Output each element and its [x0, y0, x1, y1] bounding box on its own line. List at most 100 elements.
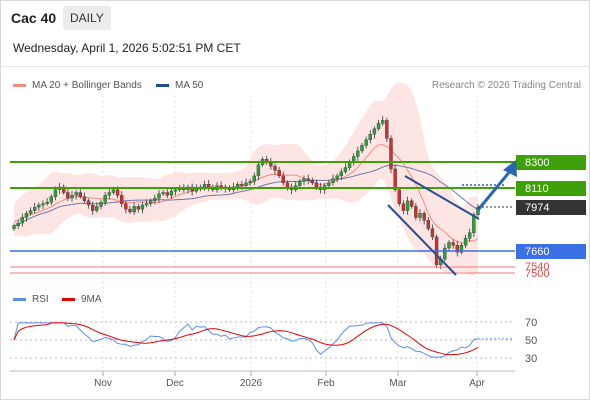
- candle-body: [455, 245, 459, 253]
- candle-body: [302, 178, 306, 182]
- candle-body: [463, 238, 468, 246]
- candle-body: [356, 150, 360, 157]
- legend-swatch: [62, 298, 75, 301]
- candle-body: [256, 164, 261, 177]
- x-tick-label: Nov: [94, 378, 112, 389]
- legend-label: MA 50: [175, 80, 204, 91]
- candle-body: [285, 182, 290, 188]
- candle-body: [273, 165, 277, 171]
- candle-body: [443, 247, 447, 260]
- candle-body: [111, 189, 116, 193]
- candle-body: [306, 178, 310, 181]
- candle-body: [140, 204, 145, 210]
- candle-body: [45, 202, 49, 204]
- candle-body: [381, 120, 385, 124]
- candle-body: [153, 197, 157, 202]
- candle-body: [335, 175, 339, 179]
- level-label-box-7974: [516, 200, 586, 215]
- candle-body: [372, 128, 377, 135]
- candle-body: [451, 242, 455, 246]
- candle-body: [115, 189, 120, 196]
- candle-body: [20, 217, 24, 224]
- candle-body: [149, 200, 153, 204]
- ma50-line: [13, 164, 479, 227]
- legend-swatch: [13, 298, 26, 301]
- legend-label: MA 20 + Bollinger Bands: [32, 80, 142, 91]
- x-tick-label: Apr: [469, 378, 485, 389]
- candle-body: [397, 189, 401, 204]
- candle-body: [169, 190, 174, 196]
- candle-body: [472, 214, 476, 233]
- level-label-8110: 8110: [525, 183, 549, 195]
- level-label-7660: 7660: [525, 246, 549, 258]
- x-tick-label: 2026: [240, 378, 263, 389]
- rsi-9ma-line: [13, 322, 479, 356]
- candle-body: [248, 181, 252, 184]
- candle-body: [405, 200, 410, 211]
- candle-body: [240, 183, 244, 186]
- candle-body: [74, 192, 78, 196]
- candle-body: [107, 192, 111, 196]
- level-label-7974: 7974: [525, 202, 549, 214]
- candle-body: [339, 171, 343, 177]
- candle-body: [314, 182, 319, 188]
- candle-body: [447, 242, 451, 249]
- candle-body: [401, 203, 406, 211]
- legend-label: 9MA: [81, 294, 102, 305]
- legend-rsi: RSI: [13, 294, 49, 305]
- chart-datetime: Wednesday, April 1, 2026 5:02:51 PM CET: [13, 41, 241, 55]
- candle-body: [418, 213, 422, 218]
- candle-body: [95, 206, 99, 211]
- timeframe-button[interactable]: DAILY: [63, 6, 111, 30]
- candle-body: [207, 183, 211, 188]
- candle-body: [103, 195, 107, 203]
- candle-body: [430, 228, 435, 238]
- candle-body: [190, 186, 194, 192]
- candle-body: [24, 213, 29, 218]
- candle-body: [343, 167, 348, 172]
- candle-body: [161, 192, 165, 195]
- level-label-7540: 7540: [525, 261, 549, 273]
- candle-body: [99, 202, 103, 207]
- legend-swatch: [13, 84, 26, 87]
- candle-body: [132, 206, 136, 213]
- rsi-line: [13, 322, 479, 358]
- rsi-tick-label: 50: [525, 335, 537, 347]
- candle-body: [86, 200, 91, 206]
- wedge-upper-line: [404, 175, 480, 220]
- candle-body: [41, 203, 45, 206]
- candle-body: [244, 182, 248, 186]
- candle-body: [173, 189, 178, 192]
- candle-body: [144, 203, 149, 206]
- candle-body: [364, 139, 368, 146]
- x-tick-label: Dec: [166, 378, 184, 389]
- bullish-arrow-shaft: [476, 169, 513, 211]
- candle-body: [426, 220, 430, 229]
- x-tick-label: Mar: [389, 378, 407, 389]
- candle-body: [120, 195, 124, 204]
- candle-body: [91, 204, 95, 211]
- rsi-tick-label: 70: [525, 317, 537, 329]
- candle-body: [53, 189, 58, 197]
- candle-body: [422, 213, 426, 221]
- legend-ma50: MA 50: [156, 80, 203, 91]
- candle-body: [298, 181, 302, 186]
- candle-body: [16, 222, 20, 227]
- rsi-tick-label: 30: [525, 353, 537, 365]
- candle-body: [277, 170, 281, 177]
- candle-body: [12, 225, 16, 229]
- candle-body: [281, 175, 285, 184]
- candle-body: [327, 182, 331, 186]
- candle-body: [202, 183, 207, 188]
- candle-body: [136, 206, 140, 210]
- level-label-box-8300: [516, 155, 586, 170]
- legend-9ma: 9MA: [62, 294, 102, 305]
- candle-body: [331, 178, 335, 184]
- level-label-box-8110: [516, 181, 586, 196]
- candle-body: [128, 208, 132, 213]
- candle-body: [78, 192, 82, 197]
- candle-body: [62, 186, 66, 193]
- candle-body: [389, 138, 393, 170]
- level-label-7500: 7500: [525, 268, 549, 280]
